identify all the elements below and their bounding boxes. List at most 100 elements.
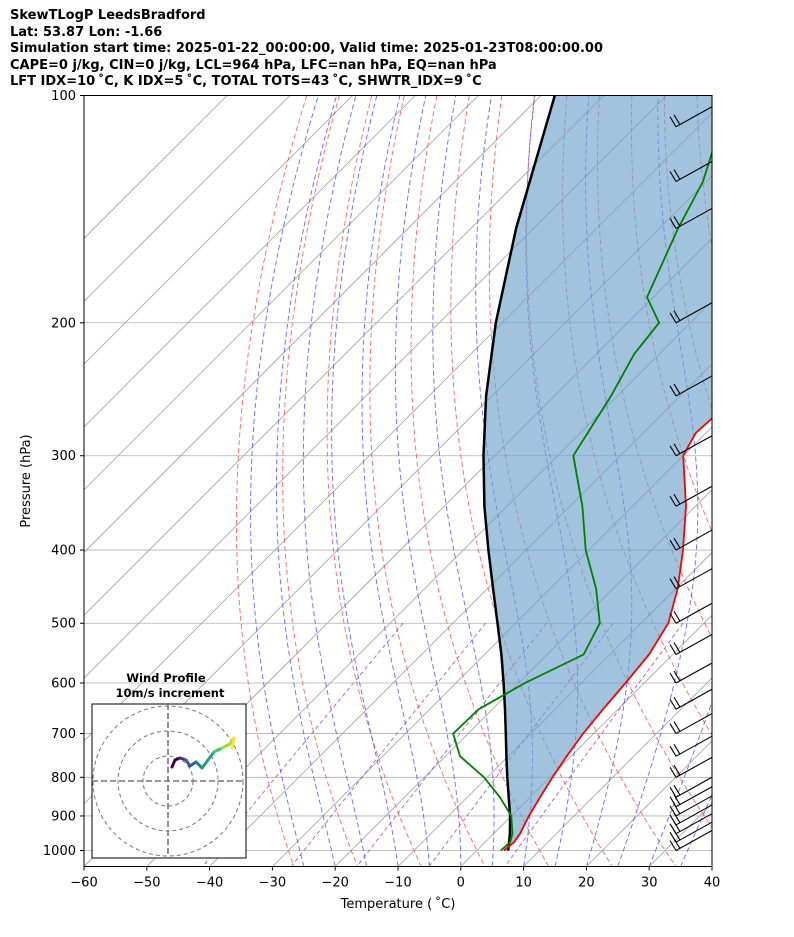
moist-adiabat	[711, 865, 712, 867]
wind-barb	[669, 529, 713, 551]
wind-barb	[669, 633, 713, 655]
wind-barb	[669, 375, 713, 397]
axes: −60 −50 −40 −30 −20 −10 0 10 20 30 40 100 200 300 400 5…	[43, 89, 720, 891]
barb-staff	[675, 813, 713, 835]
index-line: LFT IDX=10 ˚C, K IDX=5 ˚C, TOTAL TOTS=43…	[10, 74, 482, 89]
dewpoint-line	[452, 149, 712, 852]
barb-flag	[673, 537, 681, 549]
barb-staff	[675, 713, 713, 735]
barb-flag	[673, 642, 681, 653]
barb-flag	[669, 644, 677, 655]
profiles	[452, 95, 712, 852]
barb-staff	[675, 830, 713, 851]
barb-flag	[673, 610, 681, 622]
barb-staff	[675, 786, 713, 808]
hodograph-segment	[200, 758, 210, 770]
barb-flag	[669, 385, 677, 397]
barb-staff	[675, 688, 713, 710]
header: SkewTLogP LeedsBradford Lat: 53.87 Lon: …	[10, 8, 780, 91]
wind-barb	[669, 485, 713, 507]
title: SkewTLogP LeedsBradford	[10, 8, 206, 23]
x-tick-label: −10	[384, 876, 411, 891]
wind-profile-inset: Wind Profile 10m/s increment	[91, 671, 247, 859]
barb-flag	[669, 495, 677, 507]
barb-flag	[673, 696, 681, 708]
wind-barb	[669, 435, 713, 457]
y-tick-label: 300	[51, 449, 76, 464]
x-tick-label: 20	[578, 876, 595, 891]
barb-staff	[675, 435, 713, 457]
barb-flag	[673, 576, 681, 587]
barb-flag	[669, 805, 677, 817]
x-tick-label: −40	[196, 876, 223, 891]
wind-barb	[669, 302, 713, 324]
wind-barb	[669, 713, 713, 735]
moist-adiabat	[331, 95, 399, 867]
barb-flag	[673, 721, 681, 732]
barb-flag	[669, 116, 677, 128]
cape-shading	[483, 95, 712, 851]
barb-staff	[675, 662, 713, 684]
y-tick-label: 1000	[43, 844, 76, 859]
wind-barb	[669, 662, 713, 684]
y-tick-label: 100	[51, 89, 76, 104]
parcel-line	[482, 95, 557, 851]
barb-staff	[675, 821, 713, 843]
barb-flag	[673, 443, 681, 455]
isotherm-line	[334, 489, 712, 867]
isotherm-line	[84, 95, 353, 365]
cape-line: CAPE=0 j/kg, CIN=0 j/kg, LCL=964 hPa, LF…	[10, 57, 497, 73]
location-line: Lat: 53.87 Lon: -1.66	[10, 24, 163, 40]
dry-adiabat	[369, 95, 486, 867]
barb-staff	[675, 106, 713, 128]
mixing-ratio-line	[428, 622, 614, 867]
barb-staff	[675, 375, 713, 397]
barb-staff	[675, 602, 713, 624]
barb-flag	[669, 578, 677, 589]
barb-flag	[673, 310, 681, 322]
wind-barb	[669, 735, 713, 757]
isotherm-line	[775, 96, 794, 867]
x-tick-label: 10	[515, 876, 532, 891]
wind-barb	[669, 688, 713, 710]
moist-adiabat	[250, 95, 319, 867]
isotherm-line	[84, 95, 542, 554]
isotherm-line	[84, 95, 291, 302]
isotherm-line	[84, 95, 416, 428]
x-tick-label: −60	[70, 876, 97, 891]
wind-barb	[669, 776, 713, 798]
barb-flag	[669, 745, 677, 757]
barb-staff	[675, 207, 713, 229]
y-tick-label: 600	[51, 677, 76, 692]
wind-barb	[669, 207, 713, 229]
mixing-ratio-line	[504, 622, 684, 867]
barb-flag	[669, 698, 677, 710]
moist-adiabat	[432, 95, 495, 867]
dry-adiabat	[762, 96, 794, 867]
barb-staff	[675, 529, 713, 551]
barb-staff	[675, 485, 713, 507]
y-tick-label: 800	[51, 771, 76, 786]
barb-flag	[669, 840, 677, 851]
y-tick-label: 200	[51, 316, 76, 331]
x-tick-label: 40	[704, 876, 721, 891]
barb-flag	[669, 823, 677, 834]
wind-barbs	[669, 106, 713, 851]
barb-staff	[675, 568, 713, 590]
wind-barb	[669, 106, 713, 128]
barb-staff	[675, 161, 713, 183]
barb-staff	[675, 735, 713, 757]
cape-cin-fill	[483, 95, 712, 851]
barb-flag	[669, 171, 677, 182]
x-axis-label: Temperature ( ˚C)	[340, 896, 456, 912]
hodograph-segment	[206, 750, 216, 762]
barb-flag	[669, 786, 677, 798]
wind-barb	[669, 756, 713, 778]
dry-adiabat	[236, 95, 308, 867]
moist-adiabat	[276, 95, 338, 867]
isotherm-line	[84, 95, 605, 616]
barb-flag	[669, 672, 677, 684]
y-tick-label: 700	[51, 727, 76, 742]
barb-flag	[669, 445, 677, 457]
